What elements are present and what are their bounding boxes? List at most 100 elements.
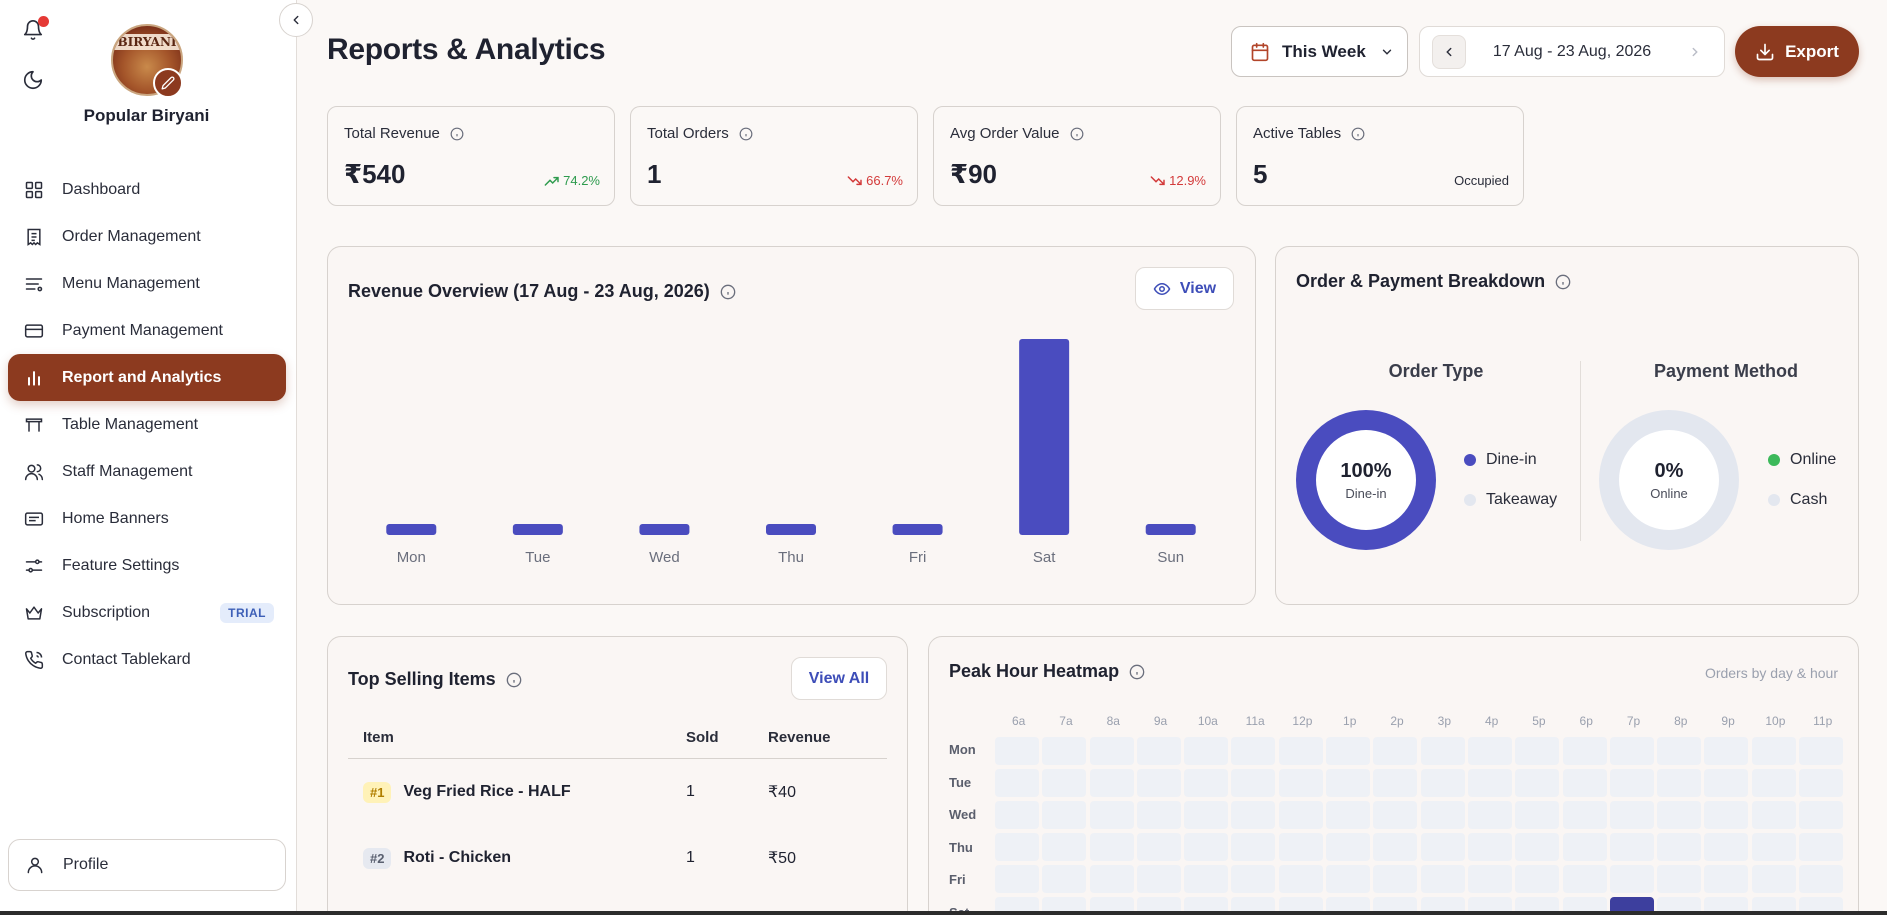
export-button[interactable]: Export [1735, 26, 1859, 77]
heatmap-cell[interactable] [1420, 833, 1465, 861]
heatmap-cell[interactable] [995, 865, 1039, 893]
heatmap-cell[interactable] [1657, 833, 1702, 861]
next-period-button[interactable] [1678, 35, 1712, 69]
sidebar-item-staff-management[interactable]: Staff Management [8, 448, 286, 495]
heatmap-cell[interactable] [1278, 769, 1323, 797]
heatmap-cell[interactable] [1467, 801, 1512, 829]
heatmap-cell[interactable] [1751, 833, 1796, 861]
heatmap-cell[interactable] [1326, 737, 1371, 765]
heatmap-cell[interactable] [1373, 769, 1418, 797]
heatmap-cell[interactable] [1751, 801, 1796, 829]
heatmap-cell[interactable] [1657, 737, 1702, 765]
heatmap-cell[interactable] [1184, 737, 1229, 765]
heatmap-cell[interactable] [1704, 833, 1749, 861]
sidebar-item-menu-management[interactable]: Menu Management [8, 260, 286, 307]
heatmap-cell[interactable] [1420, 769, 1465, 797]
revenue-bar-fri[interactable] [892, 524, 943, 535]
heatmap-cell[interactable] [1609, 769, 1654, 797]
heatmap-cell[interactable] [1373, 737, 1418, 765]
heatmap-cell[interactable] [1326, 865, 1371, 893]
info-icon[interactable] [739, 127, 753, 141]
sidebar-item-subscription[interactable]: Subscription TRIAL [8, 589, 286, 636]
sidebar-item-report-and-analytics[interactable]: Report and Analytics [8, 354, 286, 401]
profile-button[interactable]: Profile [8, 839, 286, 891]
revenue-bar-tue[interactable] [512, 524, 563, 535]
sidebar-item-dashboard[interactable]: Dashboard [8, 166, 286, 213]
heatmap-cell[interactable] [1467, 737, 1512, 765]
view-all-button[interactable]: View All [791, 657, 887, 700]
heatmap-cell[interactable] [1231, 769, 1276, 797]
heatmap-cell[interactable] [1751, 737, 1796, 765]
heatmap-cell[interactable] [1042, 833, 1087, 861]
notification-bell-icon[interactable] [20, 17, 46, 43]
heatmap-cell[interactable] [1042, 897, 1087, 915]
heatmap-cell[interactable] [1136, 833, 1181, 861]
view-revenue-button[interactable]: View [1135, 267, 1234, 310]
revenue-bar-sun[interactable] [1145, 524, 1196, 535]
previous-period-button[interactable] [1432, 34, 1466, 69]
heatmap-cell[interactable] [1089, 865, 1134, 893]
heatmap-cell[interactable] [1042, 865, 1087, 893]
heatmap-cell[interactable] [1373, 865, 1418, 893]
heatmap-cell[interactable] [1278, 897, 1323, 915]
heatmap-cell[interactable] [1136, 769, 1181, 797]
sidebar-item-home-banners[interactable]: Home Banners [8, 495, 286, 542]
heatmap-cell[interactable] [1278, 865, 1323, 893]
heatmap-cell[interactable] [1326, 833, 1371, 861]
heatmap-cell[interactable] [1467, 833, 1512, 861]
heatmap-cell[interactable] [1467, 897, 1512, 915]
heatmap-cell[interactable] [1799, 897, 1844, 915]
heatmap-cell[interactable] [1089, 801, 1134, 829]
heatmap-cell[interactable] [1515, 769, 1560, 797]
heatmap-cell[interactable] [1184, 801, 1229, 829]
heatmap-cell[interactable] [1420, 801, 1465, 829]
heatmap-cell[interactable] [995, 769, 1039, 797]
heatmap-cell[interactable] [1231, 897, 1276, 915]
heatmap-cell[interactable] [1420, 865, 1465, 893]
heatmap-cell[interactable] [1515, 897, 1560, 915]
heatmap-cell[interactable] [995, 801, 1039, 829]
heatmap-cell[interactable] [1373, 801, 1418, 829]
heatmap-cell[interactable] [995, 897, 1039, 915]
info-icon[interactable] [450, 127, 464, 141]
heatmap-cell[interactable] [1089, 737, 1134, 765]
heatmap-cell[interactable] [1562, 833, 1607, 861]
heatmap-cell[interactable] [1562, 801, 1607, 829]
sidebar-item-feature-settings[interactable]: Feature Settings [8, 542, 286, 589]
heatmap-cell[interactable] [1515, 737, 1560, 765]
heatmap-cell[interactable] [1089, 833, 1134, 861]
sidebar-item-payment-management[interactable]: Payment Management [8, 307, 286, 354]
heatmap-cell[interactable] [1136, 801, 1181, 829]
heatmap-cell[interactable] [1704, 865, 1749, 893]
heatmap-cell[interactable] [1184, 865, 1229, 893]
heatmap-cell[interactable] [1704, 737, 1749, 765]
heatmap-cell[interactable] [1657, 865, 1702, 893]
heatmap-cell[interactable] [1373, 897, 1418, 915]
edit-logo-pencil-icon[interactable] [153, 68, 183, 98]
heatmap-cell[interactable] [1042, 737, 1087, 765]
info-icon[interactable] [506, 672, 522, 688]
heatmap-cell[interactable] [1799, 865, 1844, 893]
heatmap-cell[interactable] [995, 833, 1039, 861]
sidebar-item-table-management[interactable]: Table Management [8, 401, 286, 448]
heatmap-cell[interactable] [1326, 769, 1371, 797]
collapse-sidebar-button[interactable] [279, 3, 313, 37]
heatmap-cell[interactable] [1231, 801, 1276, 829]
heatmap-cell[interactable] [1231, 865, 1276, 893]
info-icon[interactable] [1555, 274, 1571, 290]
heatmap-cell[interactable] [1420, 737, 1465, 765]
heatmap-cell[interactable] [1609, 737, 1654, 765]
heatmap-cell[interactable] [1373, 833, 1418, 861]
heatmap-cell[interactable] [1799, 801, 1844, 829]
heatmap-cell[interactable] [1231, 737, 1276, 765]
heatmap-cell[interactable] [1231, 833, 1276, 861]
heatmap-cell[interactable] [1751, 769, 1796, 797]
heatmap-cell[interactable] [1751, 897, 1796, 915]
heatmap-cell[interactable] [1326, 897, 1371, 915]
heatmap-cell[interactable] [1042, 801, 1087, 829]
revenue-bar-sat[interactable] [1019, 339, 1070, 535]
heatmap-cell[interactable] [1751, 865, 1796, 893]
heatmap-cell[interactable] [1278, 833, 1323, 861]
heatmap-cell[interactable] [1562, 865, 1607, 893]
heatmap-cell[interactable] [1515, 801, 1560, 829]
